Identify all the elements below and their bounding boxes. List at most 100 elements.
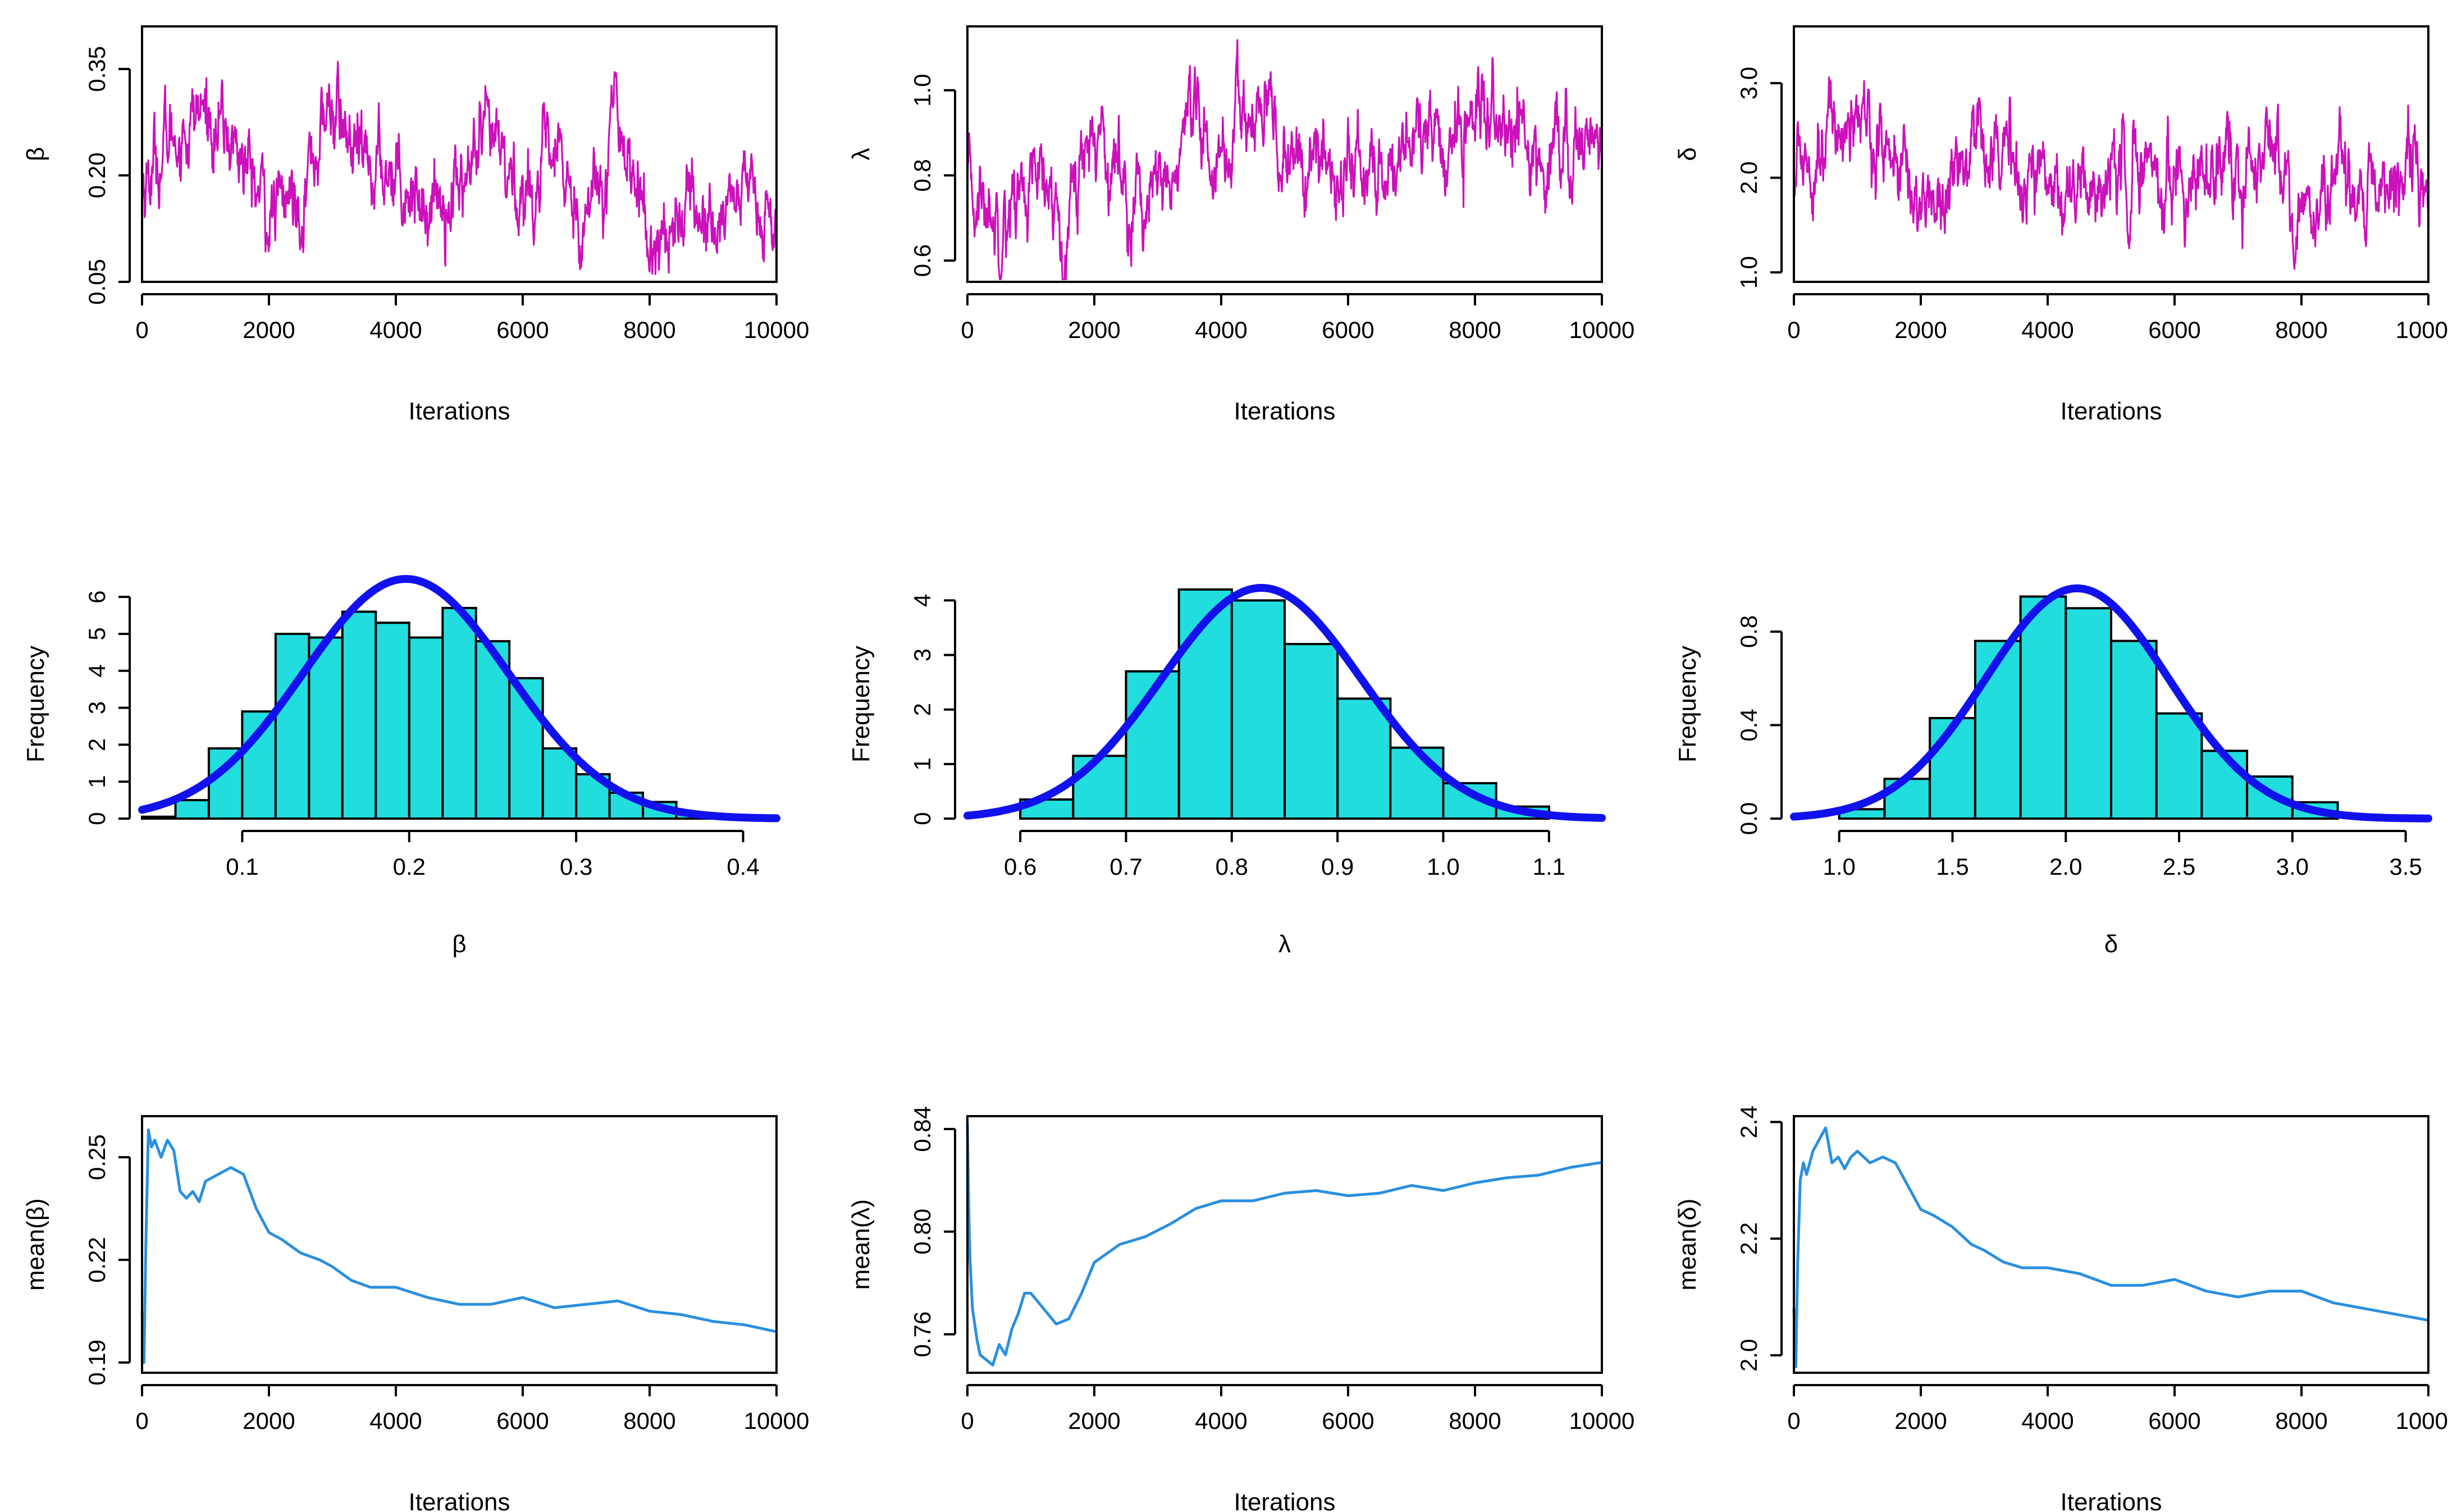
x-axis-title: β <box>452 930 466 958</box>
y-tick-label: 0.25 <box>84 1134 110 1180</box>
x-tick-label: 2000 <box>1894 1408 1947 1434</box>
x-tick-label: 8000 <box>623 317 675 343</box>
histogram-bar <box>308 636 344 820</box>
histogram-bar <box>274 633 310 820</box>
x-tick-label: 6000 <box>496 317 549 343</box>
y-axis-title: mean(β) <box>22 1198 49 1291</box>
histogram-bar <box>1974 639 2022 820</box>
series-line-mean-beta <box>140 1128 777 1364</box>
x-axis-title: δ <box>2104 930 2118 958</box>
y-tick-label: 0.4 <box>1735 709 1762 741</box>
y-tick-label: 0.35 <box>84 46 110 92</box>
histogram-bar <box>2065 607 2113 820</box>
y-axis-title: mean(δ) <box>1674 1199 1701 1291</box>
x-tick-label: 0.9 <box>1321 853 1354 880</box>
histogram-bar <box>1284 643 1339 820</box>
x-tick-label: 1.5 <box>1936 853 1969 880</box>
histogram-bar <box>1230 599 1286 820</box>
y-axis-title: Frequency <box>22 646 49 762</box>
x-tick-label: 10000 <box>2396 1408 2448 1434</box>
y-tick-label: 0.8 <box>1735 615 1762 648</box>
y-tick-label: 3 <box>84 701 110 714</box>
density-curve-hist-lambda <box>963 584 1606 822</box>
plot-frame <box>141 1115 778 1374</box>
x-tick-label: 4000 <box>369 317 422 343</box>
x-tick-label: 10000 <box>744 317 810 343</box>
y-tick-label: 0 <box>84 812 110 825</box>
plot-frame <box>1793 1115 2429 1374</box>
density-curve-hist-delta <box>1790 584 2432 823</box>
x-axis-title: Iterations <box>409 1488 510 1512</box>
y-tick-label: 0 <box>909 812 935 825</box>
x-axis-title: Iterations <box>1234 398 1336 425</box>
x-tick-label: 2000 <box>1068 317 1120 343</box>
panel-trace-delta: 0 2000 4000 6000 8000 10000 1.0 2.0 3.0 Iteration… <box>1674 25 2448 425</box>
histogram-bar <box>141 815 177 820</box>
x-tick-label: 6000 <box>1322 317 1374 343</box>
panel-trace-beta: 0 2000 4000 6000 8000 10000 0.05 0.20 0.35 Iterat… <box>22 25 810 425</box>
x-tick-label: 0 <box>1787 317 1800 343</box>
y-tick-label: 0.05 <box>84 259 110 305</box>
x-tick-label: 0.7 <box>1109 853 1142 880</box>
panel-mean-lambda: 0 2000 4000 6000 8000 10000 0.76 0.80 0.84 Iterat… <box>847 1106 1634 1512</box>
histogram-bar <box>441 606 477 820</box>
panel-hist-beta: 0.1 0.2 0.3 0.4 0 1 2 3 4 5 6 β Frequency <box>22 575 780 958</box>
y-tick-label: 0.76 <box>909 1312 935 1358</box>
y-tick-label: 3 <box>909 648 935 661</box>
x-tick-label: 1.1 <box>1533 853 1565 880</box>
y-axis-title: mean(λ) <box>847 1199 875 1290</box>
y-axis-title: δ <box>1674 147 1701 161</box>
y-tick-label: 2.0 <box>1735 1339 1762 1372</box>
x-axis-title: Iterations <box>2061 1488 2162 1512</box>
histogram-bar <box>541 747 578 820</box>
x-tick-label: 0.1 <box>226 853 258 880</box>
histogram-bar <box>2110 639 2158 820</box>
panel-trace-lambda: 0 2000 4000 6000 8000 10000 0.6 0.8 1.0 Iteration… <box>847 25 1634 425</box>
y-tick-label: 1.0 <box>909 74 935 107</box>
y-axis-title: Frequency <box>847 646 875 762</box>
x-tick-label: 8000 <box>1449 317 1501 343</box>
series-line-mean-delta <box>1792 1126 2429 1369</box>
x-tick-label: 6000 <box>2148 1408 2200 1434</box>
y-axis-title: β <box>22 147 49 161</box>
x-tick-label: 6000 <box>1322 1408 1374 1434</box>
y-tick-label: 1 <box>84 775 110 788</box>
y-tick-label: 2.0 <box>1735 161 1762 194</box>
histogram-bar <box>1336 697 1392 820</box>
series-line-mean-lambda <box>966 1123 1602 1367</box>
y-tick-label: 0.8 <box>909 159 935 191</box>
y-axis-title: λ <box>847 148 875 161</box>
panel-mean-delta: 0 2000 4000 6000 8000 10000 2.0 2.2 2.4 Iteration… <box>1674 1106 2448 1512</box>
histogram-bar <box>508 677 544 820</box>
histogram-bar <box>2155 712 2203 820</box>
histogram-bar <box>374 622 410 820</box>
y-tick-label: 2 <box>909 703 935 716</box>
y-tick-label: 2.4 <box>1735 1106 1762 1138</box>
x-tick-label: 4000 <box>1195 317 1247 343</box>
x-tick-label: 2000 <box>243 317 295 343</box>
x-tick-label: 8000 <box>623 1408 675 1434</box>
x-tick-label: 6000 <box>496 1408 549 1434</box>
histogram-bar <box>408 636 444 820</box>
histogram-bar <box>1389 746 1445 820</box>
x-tick-label: 0 <box>961 317 974 343</box>
x-tick-label: 0.2 <box>393 853 426 880</box>
x-tick-label: 10000 <box>744 1408 810 1434</box>
density-curve-hist-beta <box>138 575 780 823</box>
x-tick-label: 2000 <box>1894 317 1947 343</box>
x-tick-label: 4000 <box>2021 1408 2074 1434</box>
y-tick-label: 0.20 <box>84 153 110 199</box>
x-tick-label: 3.0 <box>2276 853 2309 880</box>
y-tick-label: 0.84 <box>909 1106 935 1152</box>
x-tick-label: 10000 <box>2396 317 2448 343</box>
y-tick-label: 0.19 <box>84 1340 110 1386</box>
x-tick-label: 1.0 <box>1823 853 1856 880</box>
x-tick-label: 0 <box>135 1408 148 1434</box>
x-tick-label: 0.8 <box>1216 853 1248 880</box>
x-axis-title: Iterations <box>1234 1488 1336 1512</box>
plot-frame <box>966 1115 1603 1374</box>
x-tick-label: 2.5 <box>2163 853 2195 880</box>
y-tick-label: 6 <box>84 590 110 603</box>
y-tick-label: 0.22 <box>84 1237 110 1283</box>
